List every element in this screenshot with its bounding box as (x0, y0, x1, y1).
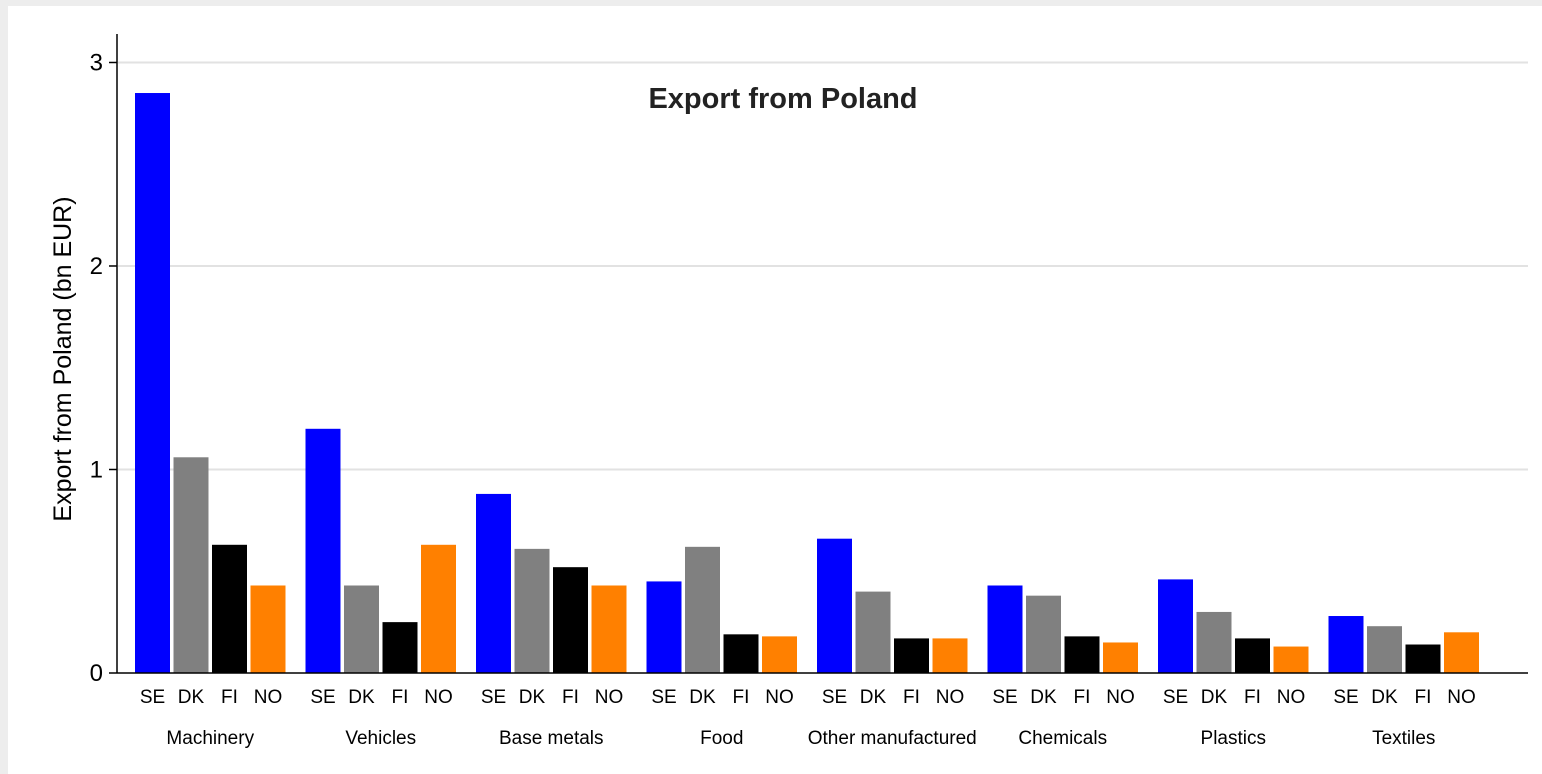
y-tick-label: 0 (90, 660, 103, 687)
x-category-label: Plastics (1201, 728, 1266, 749)
x-series-tick-label: FI (733, 687, 750, 708)
bar-base-metals-no (591, 585, 627, 673)
bar-chemicals-no (1103, 642, 1138, 673)
bar-textiles-no (1444, 632, 1479, 673)
bar-base-metals-dk (514, 548, 550, 673)
bar-vehicles-dk (344, 585, 379, 673)
x-series-tick-label: SE (310, 687, 335, 708)
bar-machinery-se (135, 93, 170, 673)
bar-other-manufactured-no (932, 638, 968, 673)
x-series-tick-label: FI (392, 687, 409, 708)
chart-frame: 0 1 2 3 SE DK FI NO Machinery SE DK FI NO Vehicles SE D… (8, 6, 1542, 774)
x-series-tick-label: DK (519, 687, 546, 708)
y-tick-label: 3 (90, 49, 103, 76)
y-tick-label: 1 (90, 456, 103, 483)
bar-base-metals-se (476, 493, 511, 673)
x-category-label: Food (700, 728, 743, 749)
bar-chemicals-fi (1064, 636, 1100, 673)
bar-vehicles-se (305, 428, 341, 673)
x-series-tick-label: NO (1106, 687, 1135, 708)
bar-other-manufactured-se (817, 538, 852, 673)
x-series-tick-label: NO (1447, 687, 1476, 708)
x-category-label: Textiles (1372, 728, 1435, 749)
bar-plastics-fi (1235, 638, 1270, 673)
x-series-tick-label: DK (1201, 687, 1228, 708)
x-series-tick-label: DK (348, 687, 375, 708)
x-series-tick-label: FI (1415, 687, 1432, 708)
bar-machinery-fi (212, 544, 247, 673)
bar-vehicles-fi (382, 622, 418, 673)
x-series-tick-label: NO (765, 687, 794, 708)
bar-vehicles-no (421, 544, 456, 673)
x-series-tick-label: NO (424, 687, 453, 708)
bar-other-manufactured-fi (894, 638, 929, 673)
x-series-tick-label: DK (1371, 687, 1398, 708)
x-series-tick-label: DK (689, 687, 716, 708)
x-series-tick-label: DK (178, 687, 205, 708)
bar-base-metals-fi (553, 567, 588, 673)
x-series-tick-label: SE (1163, 687, 1188, 708)
x-category-label: Other manufactured (808, 728, 977, 749)
bars (135, 93, 1479, 673)
bar-food-fi (723, 634, 759, 673)
x-series-tick-label: SE (1333, 687, 1358, 708)
x-series-tick-label: DK (860, 687, 887, 708)
y-tick-label: 2 (90, 253, 103, 280)
axes (109, 34, 1528, 674)
bar-plastics-dk (1196, 611, 1232, 673)
bar-food-se (646, 581, 682, 673)
bar-chemicals-dk (1026, 595, 1061, 673)
x-series-tick-label: NO (1277, 687, 1306, 708)
x-series-tick-label: FI (221, 687, 238, 708)
x-series-tick-label: FI (562, 687, 579, 708)
x-category-label: Machinery (166, 728, 254, 749)
x-series-tick-label: SE (140, 687, 165, 708)
x-series-tick-label: SE (992, 687, 1017, 708)
x-series-tick-label: SE (651, 687, 676, 708)
bar-textiles-dk (1367, 626, 1402, 673)
bar-machinery-dk (173, 457, 209, 673)
x-series-tick-label: NO (595, 687, 624, 708)
bar-machinery-no (250, 585, 286, 673)
bar-food-dk (685, 546, 720, 673)
chart-title: Export from Poland (648, 83, 917, 115)
x-series-tick-label: FI (1074, 687, 1091, 708)
x-series-tick-label: NO (936, 687, 965, 708)
gridlines (118, 61, 1528, 471)
x-category-label: Vehicles (345, 728, 416, 749)
x-series-tick-label: SE (822, 687, 847, 708)
x-category-label: Base metals (499, 728, 604, 749)
y-axis-label: Export from Poland (bn EUR) (49, 196, 77, 521)
x-series-tick-label: SE (481, 687, 506, 708)
x-series-tick-label: DK (1030, 687, 1057, 708)
x-series-tick-label: FI (1244, 687, 1261, 708)
x-series-tick-label: FI (903, 687, 920, 708)
bar-textiles-se (1328, 616, 1364, 673)
bar-food-no (762, 636, 797, 673)
bar-plastics-no (1273, 646, 1309, 673)
x-category-label: Chemicals (1018, 728, 1107, 749)
bar-plastics-se (1158, 579, 1193, 673)
bar-textiles-fi (1405, 644, 1441, 673)
bar-other-manufactured-dk (855, 591, 891, 673)
bar-chemicals-se (987, 585, 1023, 673)
x-series-tick-label: NO (254, 687, 283, 708)
